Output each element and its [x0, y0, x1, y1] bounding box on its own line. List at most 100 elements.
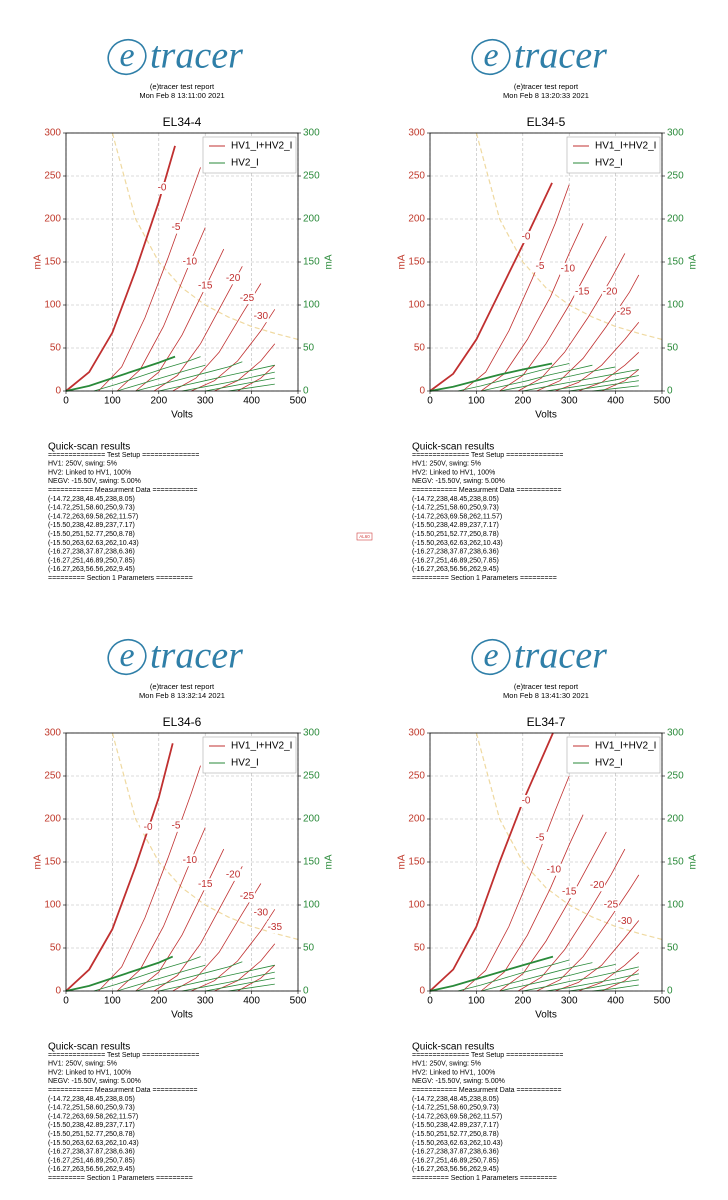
results-line: (-14.72,263,69.58,262,11.57) — [412, 1113, 502, 1120]
curve — [153, 866, 243, 992]
results-line: (-15.50,238,42.89,237,7.17) — [412, 522, 499, 529]
annotation-bg — [197, 878, 214, 891]
chart-title: EL34-7 — [527, 715, 566, 729]
annotation: -30 — [254, 311, 269, 322]
annotation-bg — [574, 286, 591, 299]
curve — [205, 977, 275, 992]
results-line: (-16.27,251,46.89,250,7.85) — [48, 557, 135, 564]
logo-mark: e — [119, 37, 134, 74]
curve — [578, 352, 640, 392]
curve — [65, 743, 174, 992]
x-tick-label: 0 — [427, 396, 433, 407]
y-tick-label: 100 — [44, 900, 61, 911]
annotation-bg — [561, 886, 578, 899]
report-title: (e)tracer test report — [514, 82, 579, 91]
legend-box — [566, 736, 661, 774]
y-tick-label: 0 — [419, 986, 425, 997]
curve — [158, 964, 275, 992]
annotation-bg — [518, 794, 535, 807]
y2-tick-label: 200 — [303, 814, 320, 825]
y2-tick-label: 100 — [667, 300, 684, 311]
y2-tick-label: 50 — [303, 343, 315, 354]
y-tick-label: 200 — [408, 814, 425, 825]
results-line: HV1: 250V, swing: 5% — [48, 461, 117, 468]
y2-tick-label: 200 — [303, 214, 320, 225]
annotation-bg — [266, 921, 283, 934]
legend-label: HV2_I — [231, 758, 259, 769]
results-line: HV2: Linked to HV1, 100% — [412, 1069, 495, 1076]
annotation: -0 — [522, 232, 531, 243]
x-tick-label: 200 — [150, 996, 167, 1007]
x-axis-label: Volts — [171, 1010, 193, 1021]
x-tick-label: 500 — [654, 396, 671, 407]
x-tick-label: 400 — [243, 996, 260, 1007]
logo-mark: e — [483, 637, 498, 674]
annotation: -15 — [198, 281, 213, 292]
curve — [158, 364, 275, 392]
results-line: (-16.27,238,37.87,238,6.36) — [48, 1149, 135, 1156]
y-tick-label: 250 — [408, 171, 425, 182]
annotation: -25 — [604, 900, 619, 911]
y-axis-label: mA — [397, 254, 408, 269]
y2-tick-label: 300 — [303, 128, 320, 139]
results-heading: Quick-scan results — [48, 442, 130, 453]
annotation-bg — [531, 260, 548, 273]
y2-tick-label: 300 — [667, 128, 684, 139]
annotation: -15 — [198, 879, 213, 890]
x-tick-label: 500 — [290, 396, 307, 407]
y2-tick-label: 50 — [667, 343, 679, 354]
power-limit-curve — [111, 132, 299, 340]
y2-tick-label: 150 — [303, 257, 320, 268]
curve — [116, 964, 206, 992]
results-line: (-14.72,263,69.58,262,11.57) — [48, 513, 138, 520]
curve — [555, 920, 640, 992]
curve — [499, 366, 616, 392]
x-tick-label: 100 — [468, 996, 485, 1007]
legend-box — [566, 136, 661, 174]
y-tick-label: 300 — [408, 128, 425, 139]
y2-axis-label: mA — [688, 254, 699, 269]
results-line: (-15.50,263,62.63,262,10.43) — [48, 1140, 139, 1147]
x-axis-label: Volts — [535, 410, 557, 421]
results-line: HV1: 250V, swing: 5% — [48, 1061, 117, 1068]
logo-ring — [471, 638, 511, 676]
results-line: ============== Test Setup ============== — [48, 1052, 199, 1059]
results-line: (-14.72,251,58.60,250,9.73) — [48, 1105, 135, 1112]
x-tick-label: 300 — [561, 996, 578, 1007]
y2-tick-label: 150 — [667, 857, 684, 868]
x-tick-label: 100 — [468, 396, 485, 407]
results-line: ========= Section 1 Parameters ========= — [412, 575, 557, 582]
y2-axis-label: mA — [688, 854, 699, 869]
curve — [98, 167, 201, 392]
results-line: (-14.72,238,48.45,238,8.05) — [412, 496, 499, 503]
annotation-bg — [181, 256, 198, 268]
results-line: ========= Section 1 Parameters ========= — [412, 1175, 557, 1182]
results-heading: Quick-scan results — [412, 1042, 494, 1053]
y-tick-label: 100 — [408, 900, 425, 911]
results-line: HV1: 250V, swing: 5% — [412, 1061, 481, 1068]
curve — [555, 321, 640, 392]
curve — [462, 775, 570, 992]
annotation-bg — [238, 890, 255, 903]
curve — [480, 962, 593, 992]
curve — [228, 383, 275, 392]
curve — [93, 356, 201, 392]
y2-tick-label: 0 — [667, 986, 673, 997]
y-axis-label: mA — [33, 854, 44, 869]
chart-title: EL34-6 — [163, 715, 202, 729]
y2-tick-label: 200 — [667, 214, 684, 225]
results-line: (-15.50,238,42.89,237,7.17) — [48, 522, 135, 529]
plot-frame — [65, 732, 299, 992]
annotation: -25 — [617, 307, 632, 318]
y2-tick-label: 250 — [667, 771, 684, 782]
annotation: -30 — [254, 907, 269, 918]
y2-tick-label: 150 — [667, 257, 684, 268]
curve — [462, 184, 570, 392]
curve — [429, 955, 554, 992]
annotation-bg — [559, 262, 576, 275]
y2-tick-label: 200 — [667, 814, 684, 825]
y2-tick-label: 100 — [303, 900, 320, 911]
curve — [522, 369, 639, 392]
annotation: -10 — [561, 264, 576, 275]
